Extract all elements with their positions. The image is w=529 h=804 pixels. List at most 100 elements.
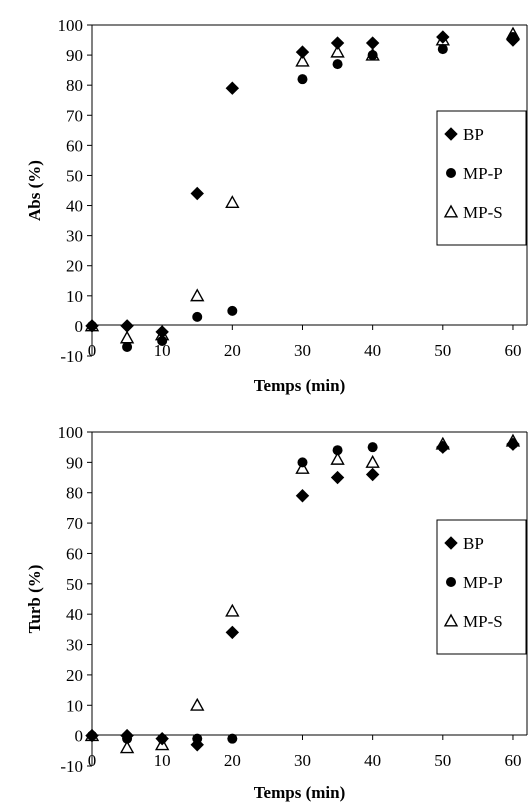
data-point-diamond (365, 467, 380, 482)
data-point-circle (367, 50, 378, 61)
y-tick-label: -10 (60, 347, 83, 366)
x-tick-label: 0 (88, 751, 97, 770)
data-point-circle (332, 445, 343, 456)
x-tick-label: 10 (154, 341, 171, 360)
data-point-circle (157, 733, 168, 744)
data-point-circle (227, 305, 238, 316)
legend-label: MP-P (463, 573, 503, 592)
y-tick-label: 50 (66, 575, 83, 594)
y-tick-label: 90 (66, 46, 83, 65)
data-point-circle (87, 730, 97, 741)
y-tick-label: 30 (66, 227, 83, 246)
data-point-circle (507, 439, 518, 450)
x-axis-title: Temps (min) (254, 783, 345, 802)
data-point-diamond (436, 30, 450, 44)
x-tick-label: 30 (294, 751, 311, 770)
legend-label: MP-S (463, 203, 503, 222)
x-tick-label: 60 (504, 341, 521, 360)
series-mp-p (87, 32, 518, 352)
data-point-triangle (330, 44, 345, 58)
y-tick-label: 0 (75, 727, 84, 746)
x-tick-label: 40 (364, 751, 381, 770)
y-tick-label: 70 (66, 514, 83, 533)
y-tick-label: 10 (66, 287, 83, 306)
data-point-circle (297, 457, 308, 468)
data-point-triangle (190, 697, 205, 711)
x-tick-label: 20 (224, 751, 241, 770)
y-tick-label: 60 (66, 544, 83, 563)
data-point-diamond (295, 45, 310, 59)
data-point-circle (122, 341, 133, 352)
data-point-triangle (330, 451, 345, 465)
legend: BP MP-P MP-S (436, 110, 527, 246)
x-tick-label: 40 (364, 341, 381, 360)
data-point-triangle (119, 330, 135, 344)
data-point-circle (437, 442, 448, 453)
x-axis-title: Temps (min) (254, 376, 345, 395)
y-tick-label: 50 (66, 166, 83, 185)
x-tick-label: 30 (294, 341, 311, 360)
data-point-circle (446, 168, 456, 178)
data-point-diamond (225, 625, 240, 640)
data-point-triangle (295, 53, 310, 67)
data-point-diamond (444, 127, 458, 141)
data-point-diamond (120, 319, 134, 333)
data-point-triangle (443, 204, 459, 218)
data-point-diamond (444, 536, 458, 550)
data-point-diamond (365, 36, 380, 50)
y-tick-label: 80 (66, 484, 83, 503)
x-tick-label: 50 (434, 751, 451, 770)
y-tick-label: 70 (66, 106, 83, 125)
legend-label: BP (463, 534, 484, 553)
data-point-triangle (365, 454, 380, 468)
y-tick-label: 40 (66, 605, 83, 624)
data-point-diamond (330, 470, 345, 485)
data-point-circle (157, 335, 168, 346)
y-tick-label: 80 (66, 76, 83, 95)
data-point-circle (297, 74, 308, 85)
data-point-diamond (190, 186, 204, 201)
chart-panel-2: -10 0 10 20 30 40 50 60 70 80 90 100 0 10 20 30 40 50 60 Te… (25, 423, 528, 802)
y-tick-label: 0 (75, 317, 84, 336)
legend-label: MP-P (463, 164, 503, 183)
data-point-triangle (190, 288, 205, 302)
legend-label: MP-S (463, 612, 503, 631)
data-point-circle (192, 733, 203, 744)
legend-label: BP (463, 125, 484, 144)
data-point-triangle (295, 460, 310, 474)
y-axis-title: Turb (%) (25, 565, 44, 634)
y-tick-label: 10 (66, 696, 83, 715)
data-point-circle (87, 320, 97, 331)
data-point-circle (437, 44, 448, 55)
y-tick-label: 20 (66, 257, 83, 276)
data-point-circle (507, 32, 518, 43)
data-point-triangle (119, 740, 135, 754)
data-point-circle (227, 733, 238, 744)
x-tick-label: 10 (154, 751, 171, 770)
data-point-circle (446, 577, 456, 587)
x-tick-label: 20 (224, 341, 241, 360)
data-point-diamond (295, 489, 310, 503)
data-point-triangle (443, 613, 459, 627)
data-point-triangle (225, 195, 240, 209)
y-tick-label: -10 (60, 757, 83, 776)
legend: BP MP-P MP-S (436, 519, 527, 655)
y-axis-title: Abs (%) (25, 160, 44, 221)
data-point-circle (122, 733, 133, 744)
data-point-diamond (330, 36, 345, 50)
x-tick-label: 0 (88, 341, 97, 360)
y-tick-label: 30 (66, 636, 83, 655)
y-tick-label: 100 (58, 16, 84, 35)
y-tick-label: 40 (66, 197, 83, 216)
data-point-triangle (225, 603, 240, 617)
data-point-diamond (225, 81, 240, 95)
y-tick-label: 100 (58, 423, 84, 442)
y-tick-label: 90 (66, 453, 83, 472)
data-point-circle (192, 311, 203, 322)
x-tick-label: 60 (504, 751, 521, 770)
series-mp-p (87, 439, 518, 744)
data-point-circle (332, 59, 343, 70)
y-tick-label: 20 (66, 666, 83, 685)
x-tick-label: 50 (434, 341, 451, 360)
